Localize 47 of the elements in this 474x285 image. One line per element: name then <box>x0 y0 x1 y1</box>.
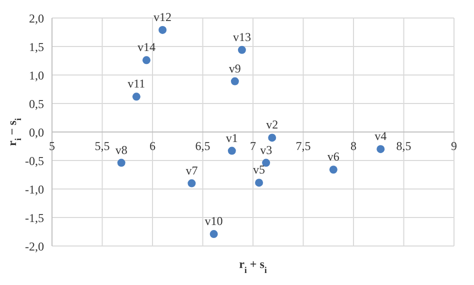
y-tick-label: 0,5 <box>29 96 44 111</box>
point <box>230 77 239 86</box>
x-tick-label: 6 <box>150 139 156 153</box>
y-tick-label: -0,5 <box>25 154 44 168</box>
point <box>228 146 236 155</box>
y-tick-label: -1,0 <box>25 182 44 196</box>
x-tick-label: 8 <box>350 139 356 153</box>
point <box>142 56 150 64</box>
annotation: v4 <box>374 129 387 144</box>
point <box>158 26 167 34</box>
x-tick-label: 9 <box>451 139 457 153</box>
y-tick-label: 1,0 <box>29 68 44 82</box>
point <box>210 230 218 238</box>
x-tick-label: 6,5 <box>195 139 210 153</box>
point <box>268 134 276 142</box>
annotation: v1 <box>226 130 238 145</box>
x-tick-label: 8,5 <box>396 139 412 153</box>
point <box>188 179 196 188</box>
annotation: v3 <box>260 142 272 157</box>
annotation: v2 <box>266 118 278 132</box>
x-tick-label: 7 <box>250 139 256 153</box>
annotation: v5 <box>253 162 266 177</box>
point <box>132 92 140 101</box>
x-tick-label: 5,5 <box>94 139 110 153</box>
point <box>376 145 385 154</box>
annotation: v8 <box>115 142 128 157</box>
point <box>329 166 338 174</box>
annotation: v9 <box>228 61 241 76</box>
annotation: v13 <box>232 30 251 44</box>
x-axis-title: r$_{i}$ + s$_{i}$ <box>239 257 268 275</box>
annotation: v12 <box>154 10 172 24</box>
annotation: v6 <box>327 150 340 164</box>
x-tick-label: 5 <box>49 139 55 153</box>
y-tick-label: 1,5 <box>29 40 44 54</box>
annotation: v11 <box>128 76 146 91</box>
y-tick-label: -2,0 <box>25 239 44 254</box>
y-tick-label: 0,0 <box>29 125 44 140</box>
point <box>262 158 270 167</box>
point <box>238 46 246 54</box>
y-tick-label: 2,0 <box>29 11 44 26</box>
x-tick-label: 7,5 <box>296 139 311 153</box>
point <box>117 158 126 167</box>
y-tick-label: -1,5 <box>25 210 44 225</box>
point <box>255 178 264 187</box>
annotation: v7 <box>186 163 198 178</box>
annotation: v14 <box>137 40 156 54</box>
annotation: v10 <box>204 214 223 228</box>
